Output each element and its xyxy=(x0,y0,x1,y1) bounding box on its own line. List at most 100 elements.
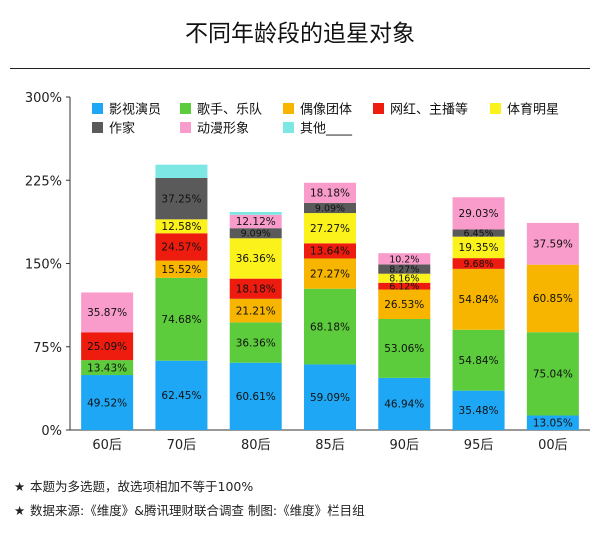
legend-swatch xyxy=(283,122,294,133)
bar-segment xyxy=(304,288,356,365)
y-tick-label: 75% xyxy=(33,341,62,356)
bar-segment xyxy=(452,197,505,230)
bar-segment xyxy=(452,258,505,269)
legend-label: 影视演员 xyxy=(109,102,161,118)
bar-segment xyxy=(155,233,208,261)
data-label: 53.06% xyxy=(384,343,424,355)
chart-title: 不同年龄段的追星对象 xyxy=(185,21,415,47)
star-icon: ★ xyxy=(14,503,26,518)
data-label: 6.12% xyxy=(389,282,419,293)
data-label: 46.94% xyxy=(384,399,424,411)
y-tick-label: 0% xyxy=(41,424,62,439)
star-icon: ★ xyxy=(14,479,26,494)
data-label: 59.09% xyxy=(310,392,350,404)
data-label: 8.27% xyxy=(389,265,419,276)
data-label: 49.52% xyxy=(87,397,127,409)
bar-segment xyxy=(378,273,431,283)
footnote-multiselect: ★ 本题为多选题，故选项相加不等于100% xyxy=(14,476,253,495)
bar-segment xyxy=(378,253,431,265)
bar-segment xyxy=(304,364,356,430)
x-tick-label: 00后 xyxy=(538,438,568,453)
footnote-text: 数据来源:《维度》&腾讯理财联合调查 制图:《维度》栏目组 xyxy=(30,503,365,518)
y-tick-label: 300% xyxy=(25,91,62,106)
data-label: 13.43% xyxy=(87,362,127,374)
data-label: 9.09% xyxy=(315,203,345,214)
legend-swatch xyxy=(373,103,384,114)
data-label: 54.84% xyxy=(459,294,499,306)
data-label: 29.03% xyxy=(459,208,499,220)
x-tick-label: 90后 xyxy=(390,438,420,453)
data-label: 27.27% xyxy=(310,223,350,235)
y-tick-label: 225% xyxy=(25,174,62,189)
legend-swatch xyxy=(92,122,103,133)
legend-label: 歌手、乐队 xyxy=(197,103,262,118)
data-label: 36.36% xyxy=(236,337,276,349)
bar-segment xyxy=(526,332,579,416)
data-label: 21.21% xyxy=(236,305,276,317)
legend-label: 网红、主播等 xyxy=(390,102,468,118)
bar-segment xyxy=(155,360,208,430)
footnote-text: 本题为多选题，故选项相加不等于100% xyxy=(30,479,254,494)
bar-segment xyxy=(155,177,208,220)
data-label: 62.45% xyxy=(161,390,201,402)
legend-swatch xyxy=(180,103,191,114)
legend-label: 偶像团体 xyxy=(300,103,352,118)
bar-segment xyxy=(378,377,431,430)
legend-swatch xyxy=(490,103,501,114)
data-label: 35.87% xyxy=(87,307,127,319)
bar-segment xyxy=(81,375,134,430)
bar-segment xyxy=(304,258,356,289)
x-tick-label: 80后 xyxy=(241,438,271,453)
bar-segment xyxy=(526,222,579,265)
bar-segment xyxy=(155,219,208,234)
legend-label: 作家 xyxy=(109,121,135,137)
bar-segment xyxy=(526,264,579,333)
data-label: 10.2% xyxy=(389,254,419,265)
bar-segment xyxy=(81,292,134,333)
bar-segment xyxy=(378,319,431,378)
bar-segment xyxy=(452,329,505,391)
data-label: 37.25% xyxy=(161,193,201,205)
data-label: 6.45% xyxy=(463,228,493,239)
footnote-source: ★ 数据来源:《维度》&腾讯理财联合调查 制图:《维度》栏目组 xyxy=(14,500,365,519)
data-label: 68.18% xyxy=(310,321,350,333)
data-label: 75.04% xyxy=(533,369,573,381)
bar-segment xyxy=(526,415,579,430)
bar-segment xyxy=(378,282,431,290)
data-label: 12.12% xyxy=(236,216,276,228)
bar-segment xyxy=(155,277,208,361)
bar-segment xyxy=(229,322,282,363)
x-tick-label: 95后 xyxy=(464,438,494,453)
bar-segment xyxy=(304,213,356,244)
bar-segment xyxy=(378,289,431,319)
x-tick-label: 70后 xyxy=(167,438,197,453)
bar-segment xyxy=(229,211,282,215)
legend-swatch xyxy=(180,122,191,133)
data-label: 12.58% xyxy=(161,221,201,233)
bar-segment xyxy=(304,182,356,203)
data-label: 15.52% xyxy=(161,264,201,276)
data-label: 13.64% xyxy=(310,246,350,258)
bar-segment xyxy=(229,278,282,299)
bar-segment xyxy=(304,202,356,214)
data-label: 36.36% xyxy=(236,253,276,265)
data-label: 74.68% xyxy=(161,314,201,326)
legend-swatch xyxy=(92,103,103,114)
bar-segment xyxy=(229,228,282,239)
legend-label: 动漫形象 xyxy=(197,122,249,137)
legend-label: 其他____ xyxy=(300,122,353,137)
legend-swatch xyxy=(283,103,294,114)
bar-segment xyxy=(155,164,208,178)
data-label: 27.27% xyxy=(310,268,350,280)
data-label: 26.53% xyxy=(384,299,424,311)
bar-segment xyxy=(155,260,208,278)
bar-segment xyxy=(452,268,505,330)
data-label: 18.18% xyxy=(236,284,276,296)
data-label: 60.61% xyxy=(236,391,276,403)
data-label: 25.09% xyxy=(87,341,127,353)
bar-segment xyxy=(452,236,505,259)
x-tick-label: 60后 xyxy=(92,438,122,453)
data-label: 18.18% xyxy=(310,188,350,200)
data-label: 35.48% xyxy=(459,405,499,417)
legend-label: 体育明星 xyxy=(507,102,559,118)
